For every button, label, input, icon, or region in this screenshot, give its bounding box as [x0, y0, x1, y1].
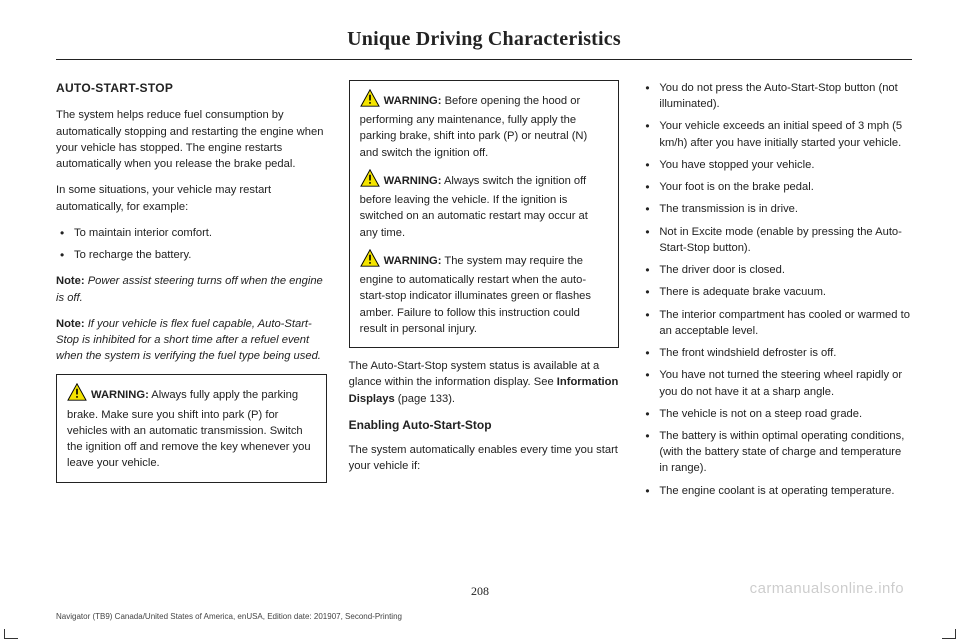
note-body: If your vehicle is flex fuel capable, Au… [56, 318, 321, 362]
crop-mark-icon [942, 629, 956, 639]
footer-text: Navigator (TB9) Canada/United States of … [56, 612, 402, 621]
watermark: carmanualsonline.info [750, 580, 904, 597]
column-1: AUTO-START-STOP The system helps reduce … [56, 80, 327, 509]
list-item: Your foot is on the brake pedal. [641, 179, 912, 195]
warning-label: WARNING: [91, 389, 149, 401]
note: Note: Power assist steering turns off wh… [56, 273, 327, 305]
list-item: The transmission is in drive. [641, 201, 912, 217]
warning-label: WARNING: [384, 175, 442, 187]
list-item: You have not turned the steering wheel r… [641, 367, 912, 399]
bullet-list: To maintain interior comfort. To recharg… [56, 225, 327, 263]
list-item: The vehicle is not on a steep road grade… [641, 406, 912, 422]
warning-item: WARNING: Always switch the ignition off … [360, 169, 609, 241]
warning-icon [360, 169, 380, 192]
warning-item: WARNING: Before opening the hood or perf… [360, 89, 609, 161]
warning-label: WARNING: [384, 95, 442, 107]
column-3: You do not press the Auto-Start-Stop but… [641, 80, 912, 509]
warning-box: WARNING: Always fully apply the parking … [56, 374, 327, 482]
warning-icon [67, 383, 87, 406]
list-item: The engine coolant is at operating tempe… [641, 483, 912, 499]
list-item: There is adequate brake vacuum. [641, 284, 912, 300]
list-item: Your vehicle exceeds an initial speed of… [641, 118, 912, 150]
list-item: To maintain interior comfort. [56, 225, 327, 241]
title-rule [56, 59, 912, 60]
list-item: The front windshield defroster is off. [641, 345, 912, 361]
list-item: The battery is within optimal operating … [641, 428, 912, 477]
list-item: The driver door is closed. [641, 262, 912, 278]
content-columns: AUTO-START-STOP The system helps reduce … [56, 80, 912, 509]
crop-mark-icon [4, 629, 18, 639]
subsection-heading: Enabling Auto-Start-Stop [349, 417, 620, 434]
paragraph: In some situations, your vehicle may res… [56, 182, 327, 214]
page-title: Unique Driving Characteristics [56, 28, 912, 57]
note-body: Power assist steering turns off when the… [56, 275, 323, 303]
manual-page: Unique Driving Characteristics AUTO-STAR… [0, 0, 960, 643]
column-2: WARNING: Before opening the hood or perf… [349, 80, 620, 509]
list-item: You do not press the Auto-Start-Stop but… [641, 80, 912, 112]
warning-label: WARNING: [384, 255, 442, 267]
note-label: Note: [56, 275, 85, 287]
bullet-list: You do not press the Auto-Start-Stop but… [641, 80, 912, 499]
note: Note: If your vehicle is flex fuel capab… [56, 316, 327, 365]
text-run: (page 133). [395, 393, 455, 405]
warning-icon [360, 249, 380, 272]
warning-item: WARNING: The system may require the engi… [360, 249, 609, 337]
paragraph: The Auto-Start-Stop system status is ava… [349, 358, 620, 407]
section-heading: AUTO-START-STOP [56, 80, 327, 97]
note-label: Note: [56, 318, 85, 330]
warning-box: WARNING: Before opening the hood or perf… [349, 80, 620, 348]
paragraph: The system helps reduce fuel consumption… [56, 107, 327, 172]
list-item: Not in Excite mode (enable by pressing t… [641, 224, 912, 256]
list-item: You have stopped your vehicle. [641, 157, 912, 173]
paragraph: The system automatically enables every t… [349, 442, 620, 474]
warning-item: WARNING: Always fully apply the parking … [67, 383, 316, 471]
list-item: The interior compartment has cooled or w… [641, 307, 912, 339]
warning-icon [360, 89, 380, 112]
list-item: To recharge the battery. [56, 247, 327, 263]
